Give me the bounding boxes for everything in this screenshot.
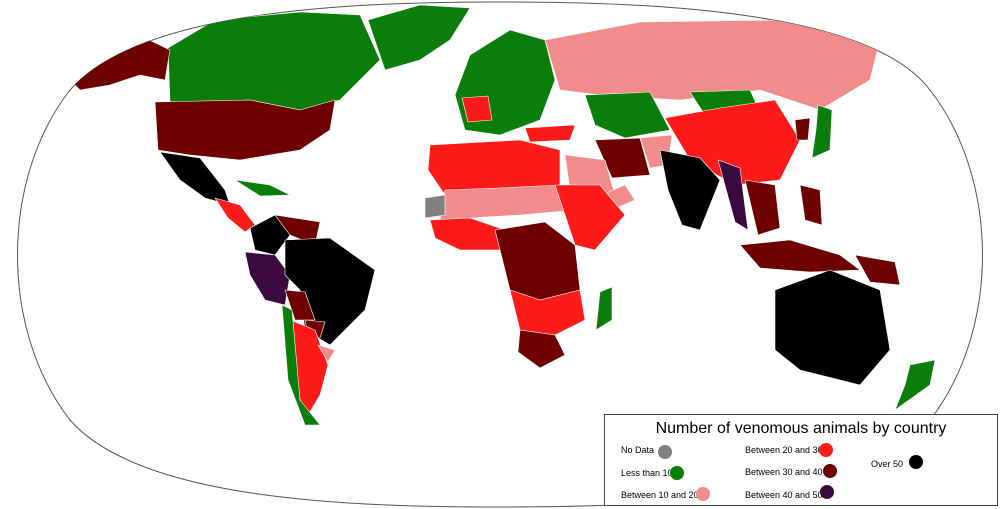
region-madagascar <box>595 286 613 331</box>
region-southeast-asia <box>744 179 781 236</box>
legend-swatch-30-40 <box>823 464 837 478</box>
region-uruguay <box>317 344 336 363</box>
region-australia <box>774 269 891 386</box>
region-chile <box>281 304 321 426</box>
region-new-zealand <box>894 359 936 411</box>
region-east-africa <box>554 184 626 251</box>
region-united-states <box>154 99 336 161</box>
legend-swatch-40-50 <box>820 485 834 499</box>
legend-label-less-than-10: Less than 10 <box>621 468 673 478</box>
region-turkey <box>524 124 576 143</box>
region-greenland <box>367 4 471 71</box>
region-india <box>659 149 721 231</box>
legend: Number of venomous animals by country No… <box>604 414 998 506</box>
region-japan <box>811 104 833 159</box>
legend-swatch-20-30 <box>819 443 833 457</box>
region-papua-new-guinea <box>854 254 901 286</box>
legend-label-20-30: Between 20 and 30 <box>745 445 823 455</box>
region-indonesia <box>739 239 861 273</box>
legend-label-30-40: Between 30 and 40 <box>745 467 823 477</box>
region-france <box>461 95 493 123</box>
region-myanmar <box>717 159 749 231</box>
legend-label-no-data: No Data <box>621 445 655 455</box>
legend-swatch-no-data <box>658 445 672 459</box>
legend-swatch-less-than-10 <box>670 466 684 480</box>
region-kazakhstan <box>584 91 671 139</box>
legend-label-over-50: Over 50 <box>871 459 904 469</box>
region-western-sahara <box>424 194 446 219</box>
region-ecuador-peru <box>244 251 291 306</box>
legend-label-40-50: Between 40 and 50 <box>745 490 823 500</box>
legend-label-10-20: Between 10 and 20 <box>621 490 699 500</box>
legend-title: Number of venomous animals by country <box>655 420 947 437</box>
legend-swatch-10-20 <box>696 487 710 501</box>
region-caribbean <box>234 179 291 197</box>
region-philippines <box>799 184 823 226</box>
region-colombia <box>249 214 291 256</box>
legend-swatch-over-50 <box>909 455 923 469</box>
region-south-africa <box>517 329 566 369</box>
region-korea <box>794 117 811 141</box>
